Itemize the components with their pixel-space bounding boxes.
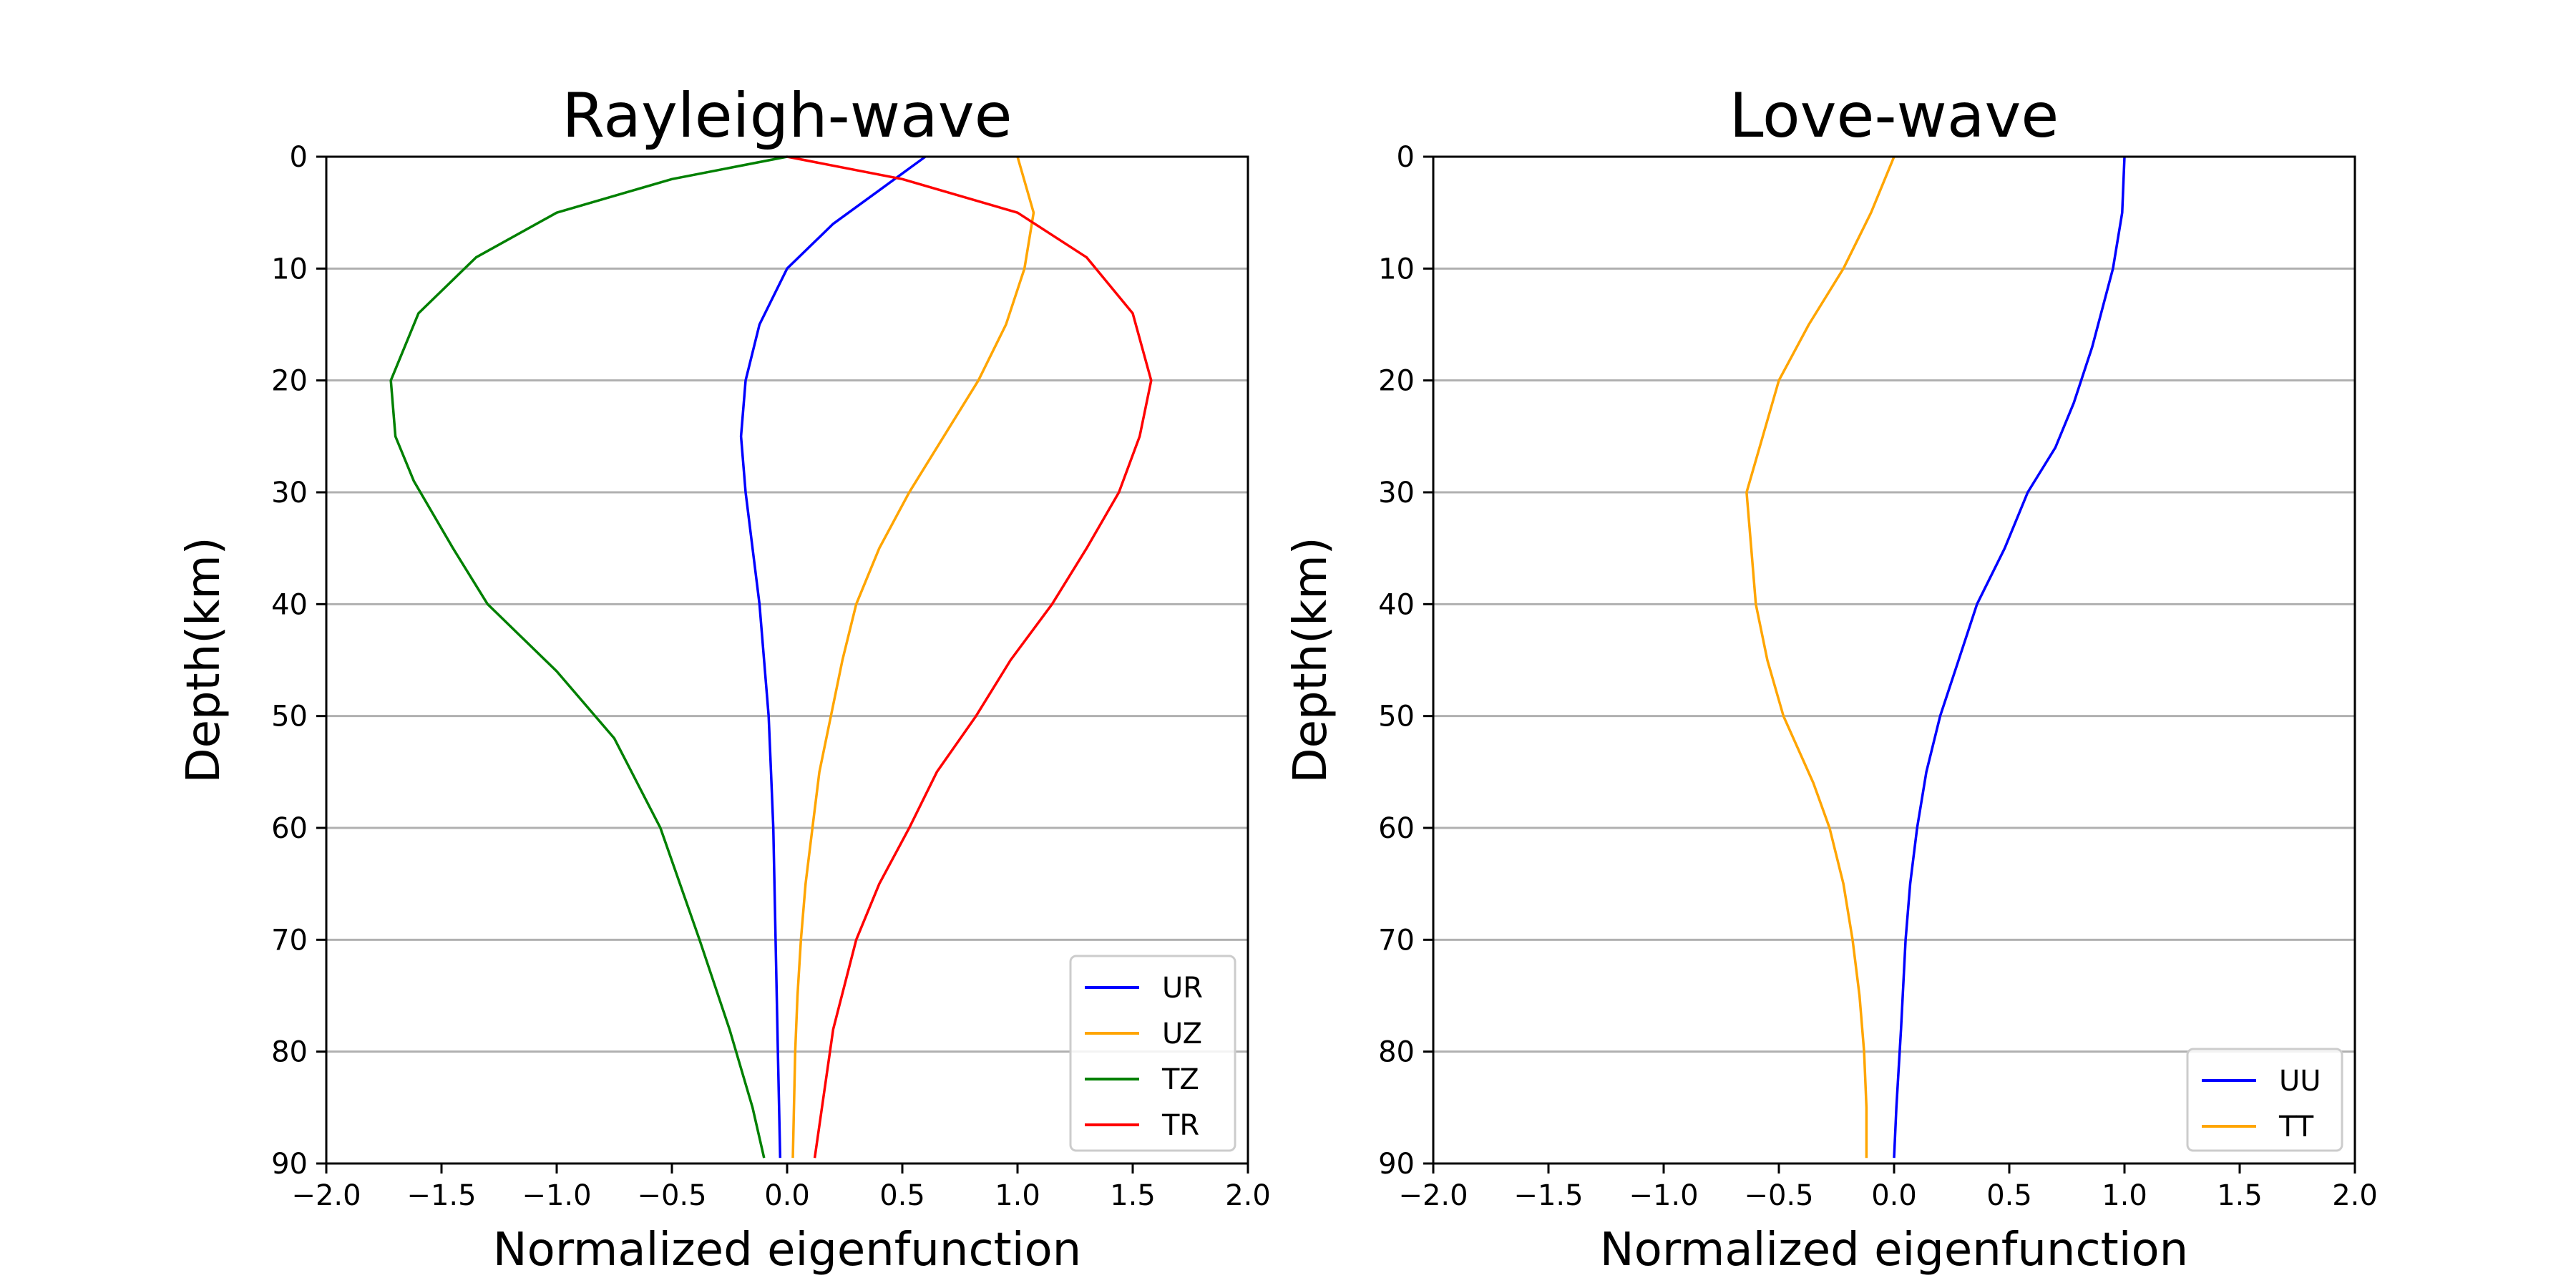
y-tick-label: 80 bbox=[271, 1036, 308, 1069]
y-tick-label: 60 bbox=[271, 812, 308, 845]
series-line-tz bbox=[389, 155, 788, 1158]
x-tick-label: 2.0 bbox=[1225, 1179, 1271, 1212]
y-tick-label: 40 bbox=[271, 588, 308, 621]
x-tick-label: −1.0 bbox=[522, 1179, 591, 1212]
y-tick-label: 30 bbox=[1378, 477, 1415, 509]
x-tick-label: 1.5 bbox=[2217, 1179, 2263, 1212]
y-tick-label: 20 bbox=[1378, 365, 1415, 398]
x-tick-label: −0.5 bbox=[637, 1179, 706, 1212]
x-tick-label: 0.0 bbox=[1871, 1179, 1917, 1212]
legend-label-tt: TT bbox=[2278, 1111, 2314, 1143]
y-axis-label: Depth(km) bbox=[177, 537, 230, 783]
x-tick-label: −2.0 bbox=[291, 1179, 361, 1212]
legend: UU TT bbox=[2186, 1048, 2343, 1152]
chart-panel-1: −2.0 −1.5 −1.0 −0.5 0.0 0.5 1.0 1.5 2.0 0 10 20 30 40… bbox=[177, 80, 1271, 1277]
x-tick-label: −1.5 bbox=[1513, 1179, 1583, 1212]
series-line-tr bbox=[786, 155, 1153, 1158]
y-tick-label: 80 bbox=[1378, 1036, 1415, 1069]
legend-label-tr: TR bbox=[1161, 1109, 1199, 1142]
x-tick-label: −0.5 bbox=[1744, 1179, 1813, 1212]
series-line-uu bbox=[1893, 156, 2126, 1158]
y-tick-label: 70 bbox=[271, 924, 308, 957]
chart-title: Rayleigh-wave bbox=[562, 80, 1012, 152]
legend-label-uu: UU bbox=[2279, 1065, 2321, 1098]
series-line-uz bbox=[791, 156, 1035, 1158]
legend-label-ur: UR bbox=[1162, 972, 1203, 1005]
y-tick-label: 10 bbox=[1378, 253, 1415, 286]
chart-title: Love-wave bbox=[1729, 80, 2059, 152]
legend: UR UZ TZ TR bbox=[1069, 955, 1236, 1152]
y-tick-label: 30 bbox=[271, 477, 308, 509]
y-tick-label: 70 bbox=[1378, 924, 1415, 957]
x-tick-label: −1.0 bbox=[1629, 1179, 1698, 1212]
y-tick-label: 0 bbox=[290, 141, 308, 174]
y-tick-label: 50 bbox=[271, 701, 308, 733]
x-tick-label: 1.0 bbox=[995, 1179, 1040, 1212]
x-tick-label: 1.0 bbox=[2102, 1179, 2147, 1212]
x-axis-label: Normalized eigenfunction bbox=[493, 1224, 1081, 1277]
y-tick-label: 50 bbox=[1378, 701, 1415, 733]
legend-box bbox=[1069, 955, 1236, 1152]
legend-label-tz: TZ bbox=[1161, 1063, 1199, 1096]
series-line-tt bbox=[1745, 156, 1896, 1158]
x-tick-label: 1.5 bbox=[1110, 1179, 1156, 1212]
x-tick-label: 0.5 bbox=[879, 1179, 925, 1212]
legend-label-uz: UZ bbox=[1162, 1018, 1202, 1050]
x-tick-label: −1.5 bbox=[406, 1179, 476, 1212]
chart-panel-2: −2.0 −1.5 −1.0 −0.5 0.0 0.5 1.0 1.5 2.0 0 10 20 30 40… bbox=[1284, 80, 2378, 1277]
x-axis-label: Normalized eigenfunction bbox=[1600, 1224, 2188, 1277]
y-tick-label: 20 bbox=[271, 365, 308, 398]
y-tick-label: 0 bbox=[1397, 141, 1415, 174]
y-tick-label: 40 bbox=[1378, 588, 1415, 621]
series-line-ur bbox=[739, 155, 927, 1158]
x-tick-label: −2.0 bbox=[1398, 1179, 1468, 1212]
x-tick-label: 2.0 bbox=[2332, 1179, 2378, 1212]
y-tick-label: 10 bbox=[271, 253, 308, 286]
y-tick-label: 90 bbox=[1378, 1148, 1415, 1181]
x-tick-label: 0.5 bbox=[1986, 1179, 2032, 1212]
x-tick-label: 0.0 bbox=[764, 1179, 810, 1212]
y-axis-label: Depth(km) bbox=[1284, 537, 1337, 783]
y-tick-label: 60 bbox=[1378, 812, 1415, 845]
y-tick-label: 90 bbox=[271, 1148, 308, 1181]
axes-frame bbox=[1432, 155, 2356, 1165]
